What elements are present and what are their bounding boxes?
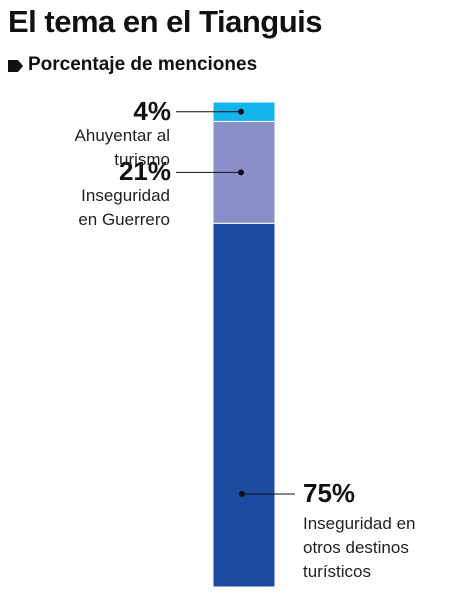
tag-icon: [8, 60, 23, 72]
chart-subtitle: Porcentaje de menciones: [28, 54, 258, 75]
chart-title: El tema en el Tianguis: [8, 4, 323, 39]
value-label: 21%: [118, 156, 171, 187]
series-label: Inseguridad en otros destinos turísticos: [303, 514, 416, 581]
series-label: Inseguridad en Guerrero: [78, 186, 170, 230]
value-label: 75%: [303, 478, 356, 508]
leader-dot: [238, 108, 244, 115]
value-label: 4%: [133, 95, 171, 126]
leader-dot: [238, 169, 244, 176]
bar-segment: [212, 222, 276, 588]
leader-dot: [239, 491, 245, 497]
series-label: Ahuyentar al turismo: [74, 125, 170, 169]
